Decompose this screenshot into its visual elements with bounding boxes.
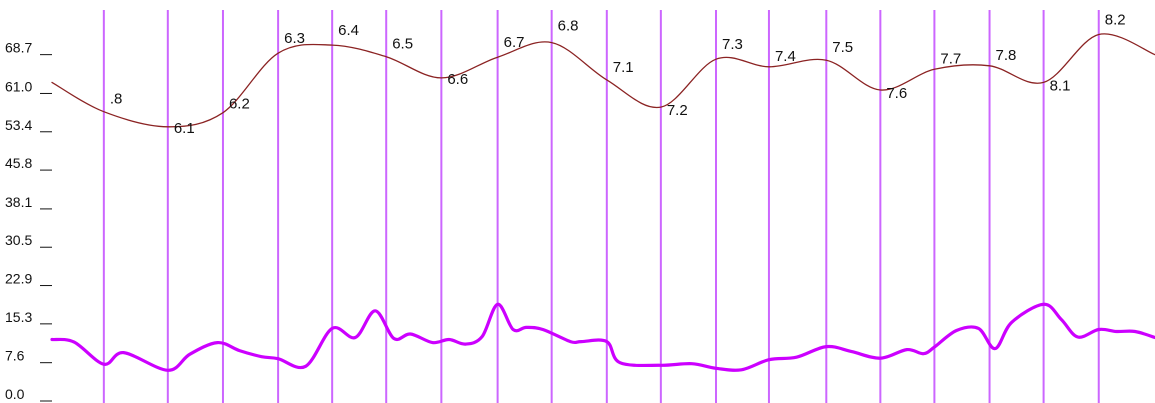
point-label: 6.7 bbox=[504, 34, 525, 51]
y-tick-label: 45.8 bbox=[5, 155, 32, 171]
y-tick-label: 38.1 bbox=[5, 194, 32, 210]
y-tick-label: 0.0 bbox=[5, 386, 25, 402]
series-line-lower bbox=[50, 302, 1155, 372]
y-tick-label: 15.3 bbox=[5, 309, 32, 325]
y-tick-label: 61.0 bbox=[5, 78, 32, 94]
y-tick-label: 22.9 bbox=[5, 271, 32, 287]
series-line-upper bbox=[51, 33, 1155, 128]
y-tick-label: 68.7 bbox=[5, 40, 32, 56]
point-label: 6.3 bbox=[284, 30, 305, 47]
y-tick-label: 30.5 bbox=[5, 232, 32, 248]
point-label: 7.3 bbox=[722, 36, 743, 53]
y-tick-label: 53.4 bbox=[5, 117, 32, 133]
point-label: .8 bbox=[110, 91, 123, 108]
point-label: 6.1 bbox=[174, 120, 195, 137]
y-tick-label: 7.6 bbox=[5, 348, 25, 364]
point-label: 7.5 bbox=[832, 39, 853, 56]
point-label: 6.8 bbox=[558, 18, 579, 35]
point-labels: .8 6.1 6.2 6.3 6.4 6.5 6.6 6.7 6.8 7.1 7.2 7.3 7.4 7.… bbox=[110, 12, 1126, 137]
series-lines bbox=[50, 33, 1155, 372]
point-label: 6.6 bbox=[447, 71, 468, 88]
marker-lines bbox=[102, 10, 1100, 403]
point-label: 6.2 bbox=[229, 96, 250, 113]
point-label: 7.2 bbox=[667, 102, 688, 119]
point-label: 7.1 bbox=[613, 59, 634, 76]
point-label: 7.4 bbox=[775, 48, 796, 65]
point-label: 8.2 bbox=[1105, 12, 1126, 29]
point-label: 8.1 bbox=[1050, 77, 1071, 94]
y-axis: 0.0 7.6 15.3 22.9 30.5 38.1 45.8 53.4 61.0 68.7 bbox=[5, 40, 52, 402]
point-label: 7.7 bbox=[940, 50, 961, 67]
point-label: 6.4 bbox=[338, 22, 359, 39]
point-label: 6.5 bbox=[392, 36, 413, 53]
point-label: 7.6 bbox=[886, 85, 907, 102]
point-label: 7.8 bbox=[996, 47, 1017, 64]
